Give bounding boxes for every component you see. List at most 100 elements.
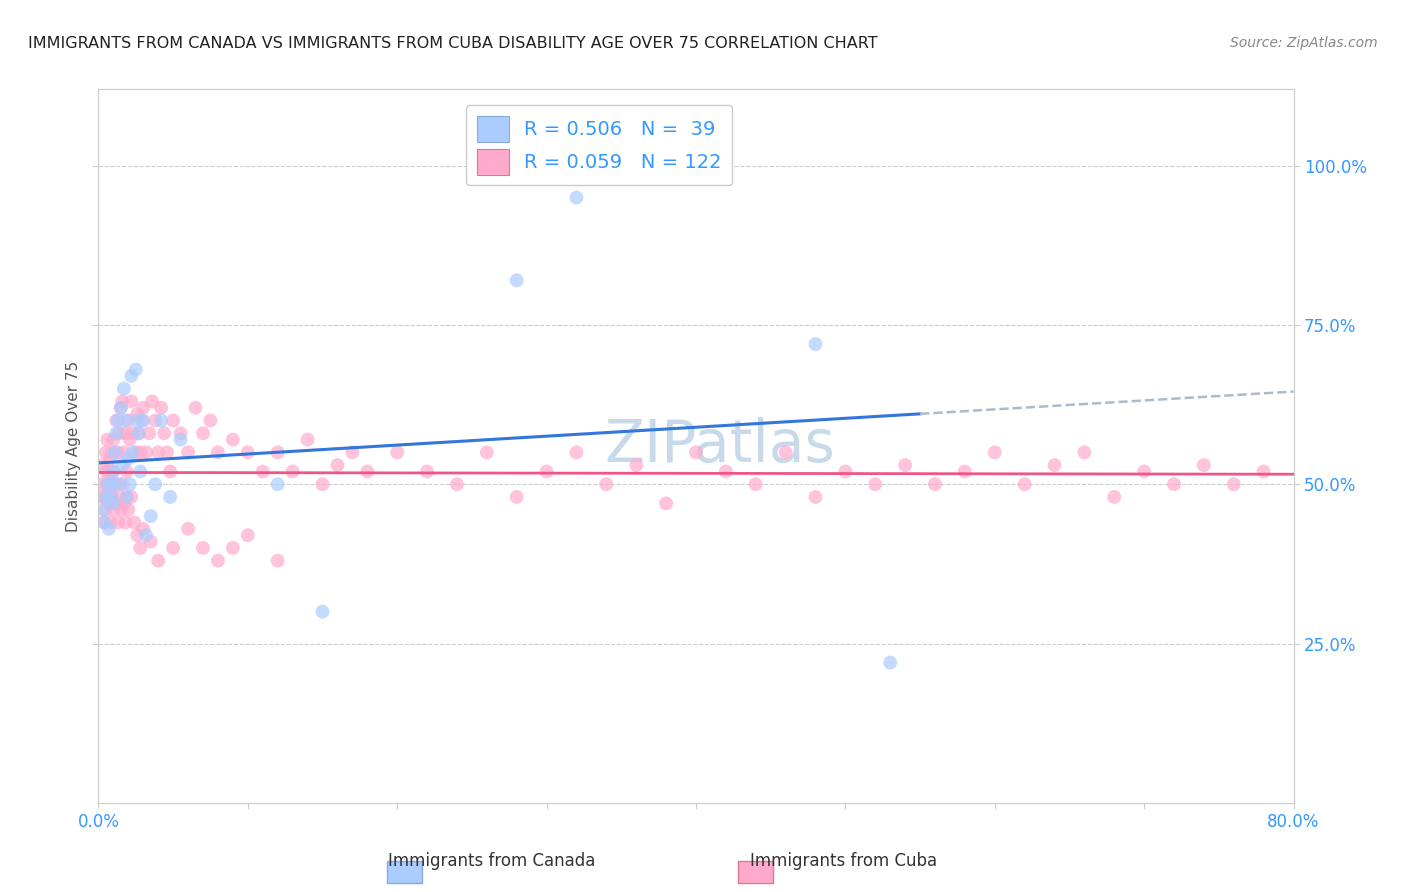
Point [595,477,617,491]
Y-axis label: Disability Age Over 75: Disability Age Over 75 [66,360,82,532]
Point [105,426,128,441]
Point [1223,477,1246,491]
Point [506,490,529,504]
Point [129,445,152,459]
Legend: R = 0.506   N =  39, R = 0.059   N = 122: R = 0.506 N = 39, R = 0.059 N = 122 [465,105,733,186]
Point [127,407,149,421]
Point [98,451,122,466]
Point [536,465,558,479]
Point [385,445,409,459]
Point [326,458,349,472]
Point [110,502,132,516]
Point [745,477,768,491]
Point [96,433,118,447]
Point [984,445,1007,459]
Point [96,477,118,491]
Point [93,516,115,530]
Point [177,445,200,459]
Point [98,477,122,491]
Point [94,490,117,504]
Point [1133,465,1156,479]
Point [236,528,259,542]
Point [98,490,122,504]
Point [1192,458,1215,472]
Point [108,490,131,504]
Point [90,477,112,491]
Point [101,490,124,504]
Point [153,426,176,441]
Point [118,477,141,491]
Point [342,445,364,459]
Point [1043,458,1066,472]
Point [141,394,163,409]
Point [865,477,887,491]
Point [311,477,333,491]
Point [138,426,160,441]
Point [127,413,149,427]
Point [148,445,170,459]
Point [150,401,173,415]
Point [565,445,588,459]
Point [115,490,138,504]
Point [91,502,114,516]
Point [775,445,797,459]
Point [101,477,124,491]
Point [129,465,152,479]
Text: Immigrants from Canada: Immigrants from Canada [388,852,596,870]
Point [103,465,125,479]
Point [177,522,200,536]
Point [98,516,122,530]
Point [117,451,139,466]
Point [104,477,127,491]
Point [97,522,120,536]
Point [1073,445,1095,459]
Point [114,516,136,530]
Point [108,477,131,491]
Point [222,541,245,555]
Point [132,401,155,415]
Point [114,413,136,427]
Point [834,465,856,479]
Point [103,496,125,510]
Point [685,445,707,459]
Point [139,534,162,549]
Point [139,509,162,524]
Point [115,490,138,504]
Point [128,426,150,441]
Point [924,477,946,491]
Point [162,541,184,555]
Point [128,426,150,441]
Point [267,477,290,491]
Point [207,554,229,568]
Point [117,502,139,516]
Point [124,516,146,530]
Point [91,490,114,504]
Point [311,605,333,619]
Point [191,426,214,441]
Point [1014,477,1036,491]
Point [112,445,135,459]
Point [150,413,173,427]
Point [135,528,157,542]
Point [125,362,148,376]
Point [159,465,181,479]
Point [1104,490,1126,504]
Point [120,490,142,504]
Point [169,433,191,447]
Point [1163,477,1185,491]
Point [356,465,378,479]
Point [118,433,141,447]
Point [91,458,114,472]
Point [103,465,125,479]
Point [96,477,118,491]
Point [115,465,138,479]
Point [97,496,120,510]
Point [267,445,290,459]
Text: IMMIGRANTS FROM CANADA VS IMMIGRANTS FROM CUBA DISABILITY AGE OVER 75 CORRELATIO: IMMIGRANTS FROM CANADA VS IMMIGRANTS FRO… [28,36,877,51]
Point [200,413,222,427]
Point [110,401,132,415]
Point [953,465,976,479]
Point [117,413,139,427]
Point [159,490,181,504]
Point [416,465,439,479]
